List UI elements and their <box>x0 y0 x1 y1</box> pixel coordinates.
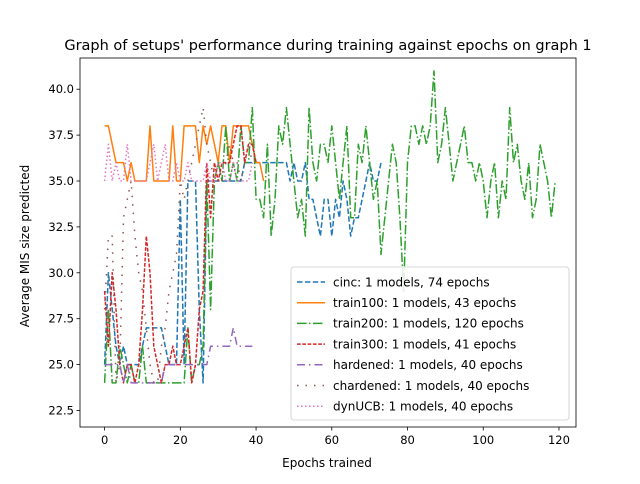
y-tick-label: 35.0 <box>48 174 74 188</box>
legend-label-6: dynUCB: 1 models, 40 epochs <box>333 400 513 414</box>
axes-frame <box>79 57 577 428</box>
y-tick-label: 40.0 <box>48 82 74 96</box>
chart-title: Graph of setups' performance during trai… <box>64 38 591 54</box>
legend: cinc: 1 models, 74 epochs train100: 1 mod… <box>290 266 570 421</box>
x-tick-label: 100 <box>472 433 494 447</box>
legend-label-1: train100: 1 models, 43 epochs <box>333 296 516 310</box>
plot-area <box>103 70 556 384</box>
legend-label-3: train300: 1 models, 41 epochs <box>333 337 516 351</box>
series-line-4 <box>104 327 253 384</box>
y-tick-label: 37.5 <box>48 128 74 142</box>
series-line-0 <box>103 161 382 384</box>
x-tick-label: 20 <box>173 433 188 447</box>
x-axis-label: Epochs trained <box>282 456 372 470</box>
x-tick-label: 80 <box>400 433 415 447</box>
y-tick-label: 32.5 <box>48 220 74 234</box>
series-line-6 <box>103 143 254 182</box>
x-tick-label: 60 <box>324 433 339 447</box>
y-tick-label: 22.5 <box>48 403 74 417</box>
y-axis-label: Average MIS size predicted <box>18 165 32 327</box>
y-tick-label: 30.0 <box>48 266 74 280</box>
legend-box <box>290 266 570 421</box>
y-tick-label: 25.0 <box>48 358 74 372</box>
series-line-3 <box>103 125 257 384</box>
axes: 0 20 40 60 80 100 120 22.5 25.0 27.5 30.0 32.5 35.0 3… <box>48 57 577 447</box>
series-line-2 <box>103 70 556 384</box>
series-line-5 <box>103 106 254 384</box>
x-tick-label: 0 <box>101 433 108 447</box>
legend-label-4: hardened: 1 models, 40 epochs <box>333 358 523 372</box>
x-tick-label: 40 <box>249 433 264 447</box>
x-tick-label: 120 <box>548 433 570 447</box>
legend-label-2: train200: 1 models, 120 epochs <box>333 317 524 331</box>
legend-label-5: chardened: 1 models, 40 epochs <box>333 379 529 393</box>
y-tick-label: 27.5 <box>48 312 74 326</box>
legend-label-0: cinc: 1 models, 74 epochs <box>333 275 490 289</box>
